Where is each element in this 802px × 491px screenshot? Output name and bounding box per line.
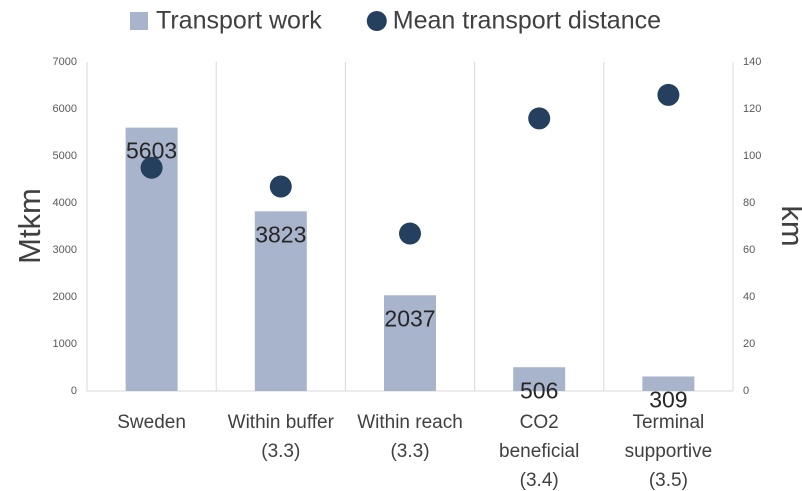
x-tick-label: (3.3) <box>261 441 300 462</box>
dot <box>140 156 163 179</box>
dot <box>657 83 680 106</box>
y2-tick-label: 80 <box>743 197 755 209</box>
y-tick-label: 6000 <box>53 103 77 115</box>
x-tick-label: (3.4) <box>520 470 559 491</box>
bar <box>642 376 695 391</box>
x-tick-label: Within buffer <box>228 412 335 433</box>
legend-swatch <box>366 11 387 31</box>
y2-axis-title: km <box>775 205 802 246</box>
x-tick-label: (3.3) <box>390 441 429 462</box>
y2-tick-label: 0 <box>743 385 749 397</box>
x-tick-label: beneficial <box>499 441 579 462</box>
x-tick-label: CO2 <box>520 412 559 433</box>
y-tick-label: 2000 <box>53 291 77 303</box>
y-tick-label: 3000 <box>53 244 77 256</box>
y-tick-label: 1000 <box>53 338 77 350</box>
x-tick-label: Within reach <box>357 412 463 433</box>
y2-tick-label: 140 <box>743 56 761 68</box>
x-tick-label: Sweden <box>117 412 186 433</box>
value-label: 2037 <box>384 305 435 331</box>
bar <box>513 367 566 391</box>
x-tick-label: Terminal <box>632 412 704 433</box>
y-tick-label: 4000 <box>53 197 77 209</box>
dot <box>269 175 292 198</box>
x-tick-label: supportive <box>625 441 713 462</box>
legend-label: Mean transport distance <box>393 7 661 35</box>
y2-tick-label: 20 <box>743 338 755 350</box>
value-label: 506 <box>520 377 558 403</box>
x-tick-label: (3.5) <box>649 470 688 491</box>
y-tick-label: 0 <box>71 385 77 397</box>
y-tick-label: 7000 <box>53 56 77 68</box>
y2-tick-label: 120 <box>743 103 761 115</box>
legend-label: Transport work <box>156 7 322 35</box>
y2-tick-label: 100 <box>743 150 761 162</box>
y-tick-label: 5000 <box>53 150 77 162</box>
dot <box>399 222 421 245</box>
value-label: 309 <box>649 387 687 413</box>
y-axis-title: Mtkm <box>12 188 47 264</box>
y2-tick-label: 60 <box>743 244 755 256</box>
value-label: 3823 <box>255 221 306 247</box>
legend-swatch <box>130 12 148 30</box>
bar <box>254 211 307 391</box>
bar <box>384 295 436 391</box>
dot <box>528 107 551 130</box>
y2-tick-label: 40 <box>743 291 755 303</box>
